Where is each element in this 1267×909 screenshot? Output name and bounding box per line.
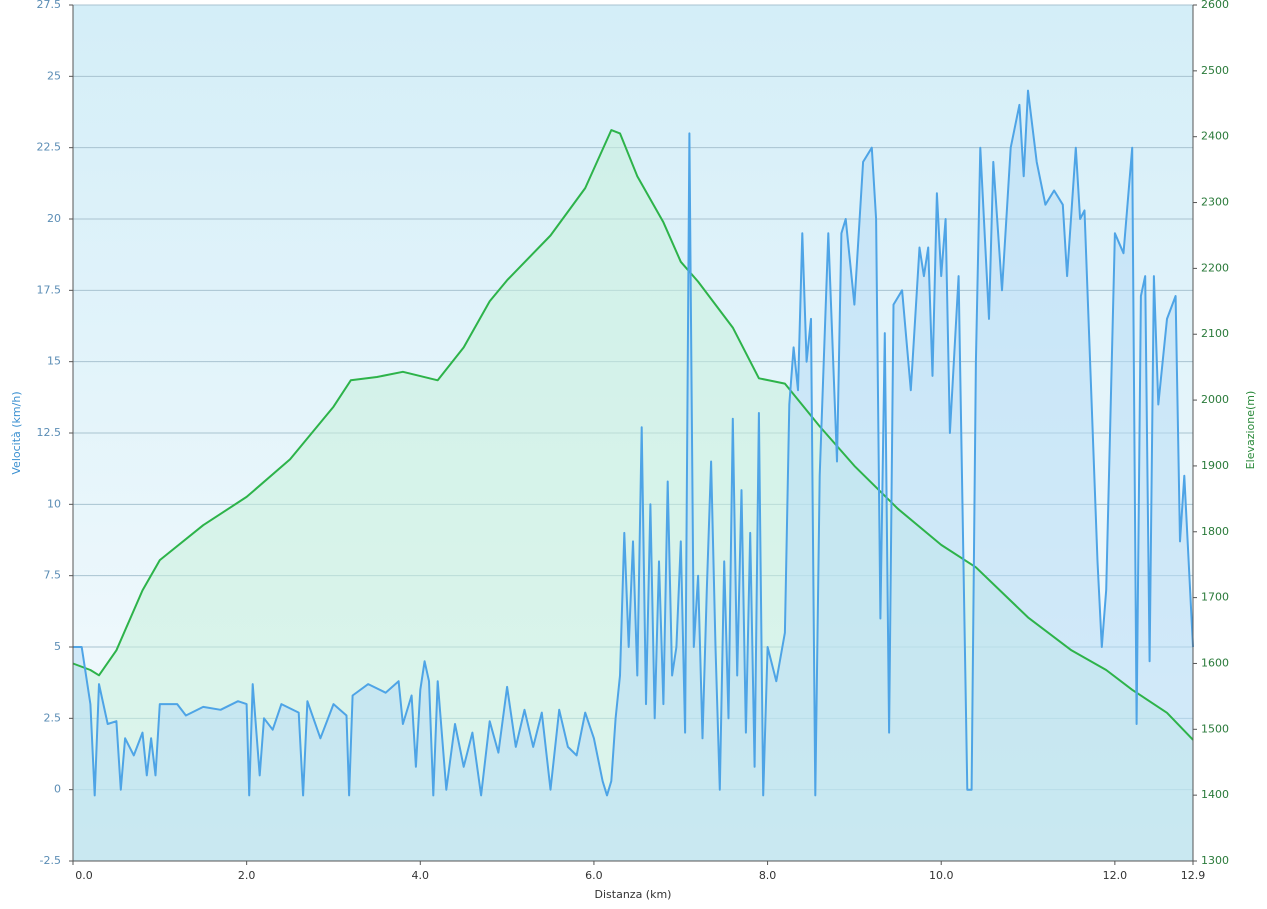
y2-axis-label: Elevazione(m) — [1244, 391, 1257, 470]
y2-tick-label: 2000 — [1201, 393, 1229, 406]
x-tick-label: 10.0 — [929, 869, 954, 882]
y-tick-label: 5 — [54, 640, 61, 653]
x-tick-label: 12.0 — [1103, 869, 1128, 882]
y2-tick-label: 1700 — [1201, 591, 1229, 604]
y2-tick-label: 2100 — [1201, 327, 1229, 340]
y-tick-label: 25 — [47, 69, 61, 82]
area — [73, 90, 1193, 862]
x-tick-label: 4.0 — [412, 869, 430, 882]
y2-tick-label: 1600 — [1201, 656, 1229, 669]
y-tick-label: 2.5 — [44, 711, 62, 724]
y-tick-label: 20 — [47, 212, 61, 225]
y-axis-label: Velocità (km/h) — [10, 391, 23, 474]
y2-tick-label: 2500 — [1201, 64, 1229, 77]
y2-tick-label: 2200 — [1201, 261, 1229, 274]
y-tick-label: 0 — [54, 783, 61, 796]
x-tick-label: 6.0 — [585, 869, 603, 882]
y-tick-label: 17.5 — [37, 283, 62, 296]
y-tick-label: 12.5 — [37, 426, 62, 439]
y-tick-label: -2.5 — [40, 854, 61, 867]
x-tick-label: 2.0 — [238, 869, 256, 882]
y-tick-label: 22.5 — [37, 141, 62, 154]
line — [73, 89, 1194, 797]
y2-tick-label: 1900 — [1201, 459, 1229, 472]
y2-tick-label: 2300 — [1201, 196, 1229, 209]
y2-tick-label: 1300 — [1201, 854, 1229, 867]
y2-tick-label: 1400 — [1201, 788, 1229, 801]
x-tick-label: 0.0 — [75, 869, 93, 882]
x-axis-label: Distanza (km) — [595, 888, 672, 901]
y2-tick-label: 1800 — [1201, 525, 1229, 538]
y-tick-label: 10 — [47, 497, 61, 510]
y-tick-label: 27.5 — [37, 0, 62, 11]
y2-tick-label: 1500 — [1201, 722, 1229, 735]
y2-tick-label: 2400 — [1201, 130, 1229, 143]
y-tick-label: 15 — [47, 355, 61, 368]
y2-tick-label: 2600 — [1201, 0, 1229, 11]
x-tick-label: 8.0 — [759, 869, 777, 882]
y-tick-label: 7.5 — [44, 569, 62, 582]
x-tick-label: 12.9 — [1181, 869, 1206, 882]
